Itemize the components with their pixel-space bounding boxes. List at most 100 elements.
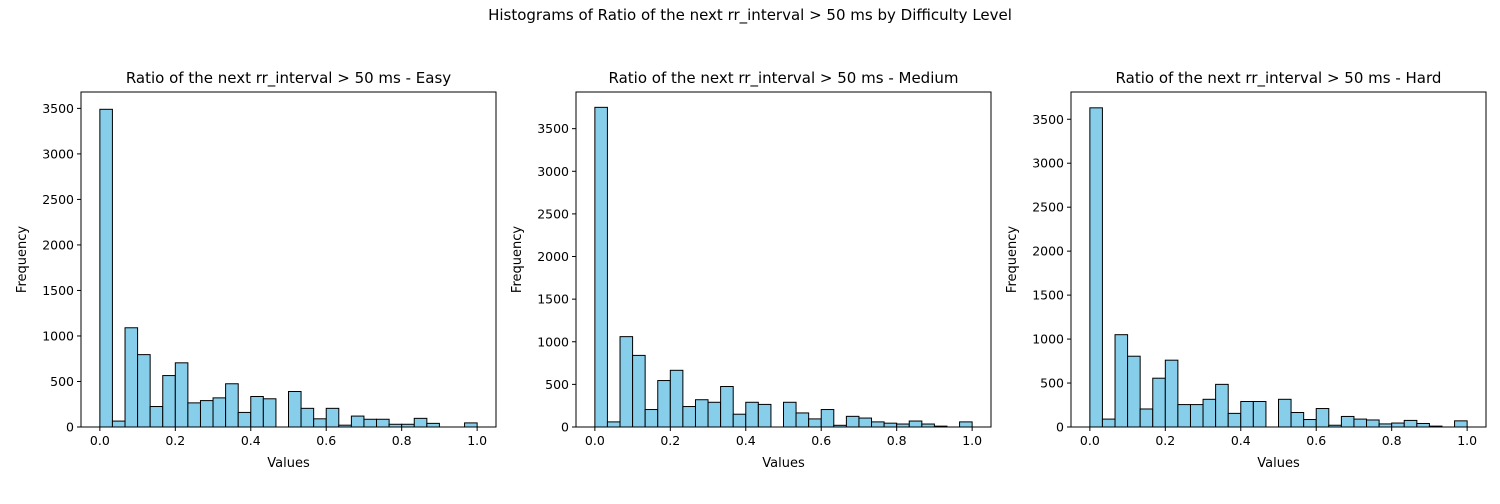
histogram-bar-hard [1215, 383, 1229, 428]
histogram-bar-medium [732, 413, 747, 428]
histogram-bar-medium [858, 417, 873, 428]
y-tick-label-hard: 500 [1040, 376, 1064, 391]
y-tick-label-easy: 3000 [42, 146, 74, 161]
histogram-bar-medium [795, 412, 810, 428]
y-tick-label-hard: 1000 [1032, 332, 1064, 347]
y-tick-label-medium: 1000 [537, 334, 569, 349]
x-tick-label-easy: 0.6 [316, 433, 336, 448]
histogram-bar-easy [174, 362, 189, 428]
histogram-bar-hard [1127, 355, 1141, 428]
x-tick-label-medium: 0.4 [736, 433, 756, 448]
histogram-bar-medium [657, 380, 671, 428]
y-tick-label-easy: 500 [50, 374, 74, 389]
histogram-bar-medium [694, 399, 709, 428]
histogram-bar-easy [237, 411, 252, 428]
chart-title-easy: Ratio of the next rr_interval > 50 ms - … [126, 69, 451, 88]
histogram-bar-hard [1278, 398, 1292, 428]
histogram-bar-medium [845, 415, 860, 428]
histogram-bar-medium [959, 421, 973, 428]
histogram-bar-hard [1189, 404, 1204, 428]
y-tick-label-hard: 3500 [1032, 112, 1064, 127]
histogram-bar-medium [783, 401, 797, 428]
histogram-bar-hard [1114, 334, 1129, 428]
histogram-bar-easy [250, 396, 264, 428]
x-axis-label-hard: Values [1257, 456, 1300, 471]
y-tick-label-hard: 2500 [1032, 200, 1064, 215]
x-axis-label-easy: Values [267, 456, 310, 471]
histogram-bar-easy [464, 422, 478, 428]
histogram-bar-easy [288, 391, 302, 428]
histogram-bar-hard [1315, 408, 1330, 428]
x-tick-label-easy: 0.8 [392, 433, 412, 448]
x-tick-label-easy: 1.0 [467, 433, 487, 448]
y-axis-label-hard: Frequency [1005, 226, 1020, 293]
y-tick-label-medium: 3000 [537, 164, 569, 179]
histogram-bar-medium [594, 106, 608, 428]
histogram-bar-hard [1164, 359, 1179, 428]
histogram-bar-hard [1152, 377, 1166, 428]
histogram-bar-easy [187, 402, 201, 428]
histogram-bar-hard [1240, 401, 1254, 428]
axes-frame-hard [1070, 91, 1487, 428]
histogram-bar-medium [606, 421, 621, 428]
histogram-bar-medium [644, 409, 659, 428]
histogram-bar-medium [669, 369, 684, 428]
histogram-bar-hard [1202, 398, 1217, 428]
chart-title-medium: Ratio of the next rr_interval > 50 ms - … [609, 69, 959, 88]
histogram-bar-easy [300, 407, 315, 428]
axes-frame-medium [575, 91, 992, 428]
histogram-bar-medium [757, 403, 772, 428]
x-tick-label-hard: 0.4 [1231, 433, 1251, 448]
histogram-bar-hard [1177, 404, 1191, 428]
y-tick-label-easy: 0 [66, 420, 74, 435]
histogram-bar-hard [1089, 107, 1103, 428]
histogram-bar-hard [1366, 419, 1380, 428]
histogram-bar-hard [1454, 420, 1468, 428]
x-tick-label-medium: 1.0 [962, 433, 982, 448]
x-tick-label-easy: 0.2 [165, 433, 185, 448]
histogram-bar-easy [137, 354, 151, 428]
histogram-bar-hard [1403, 419, 1418, 428]
y-tick-label-medium: 3500 [537, 121, 569, 136]
histogram-bar-hard [1227, 412, 1242, 428]
y-tick-label-easy: 1500 [42, 283, 74, 298]
y-tick-label-medium: 0 [561, 420, 569, 435]
histogram-bar-hard [1303, 419, 1317, 428]
chart-title-hard: Ratio of the next rr_interval > 50 ms - … [1116, 69, 1442, 88]
histogram-bar-easy [199, 400, 214, 428]
y-tick-label-easy: 1000 [42, 328, 74, 343]
x-tick-label-hard: 0.8 [1382, 433, 1402, 448]
histogram-bar-medium [632, 354, 646, 428]
histogram-bar-medium [871, 421, 885, 428]
x-tick-label-hard: 1.0 [1457, 433, 1477, 448]
x-tick-label-easy: 0.4 [241, 433, 261, 448]
histogram-bar-medium [619, 336, 634, 428]
y-tick-label-hard: 3000 [1032, 156, 1064, 171]
histogram-bar-easy [313, 418, 327, 428]
histogram-bar-hard [1290, 411, 1305, 428]
histogram-bar-hard [1353, 418, 1368, 428]
histogram-bar-easy [225, 383, 239, 428]
histogram-bar-medium [820, 409, 835, 428]
histogram-bar-medium [707, 401, 722, 428]
histogram-bar-easy [212, 397, 227, 428]
x-axis-label-medium: Values [762, 456, 805, 471]
y-tick-label-easy: 2500 [42, 192, 74, 207]
y-tick-label-hard: 1500 [1032, 288, 1064, 303]
histogram-bar-hard [1252, 401, 1267, 428]
histogram-bar-hard [1416, 422, 1430, 428]
x-tick-label-hard: 0.6 [1306, 433, 1326, 448]
histogram-bar-easy [111, 420, 126, 428]
y-tick-label-hard: 0 [1056, 420, 1064, 435]
histogram-bar-hard [1139, 408, 1154, 428]
histogram-bar-medium [808, 418, 822, 428]
histogram-bar-medium [883, 422, 898, 428]
histogram-bar-hard [1101, 418, 1116, 428]
histogram-bar-easy [99, 108, 113, 428]
x-tick-label-hard: 0.2 [1155, 433, 1175, 448]
y-tick-label-medium: 1500 [537, 292, 569, 307]
x-tick-label-medium: 0.0 [585, 433, 605, 448]
histogram-bar-easy [262, 398, 277, 428]
